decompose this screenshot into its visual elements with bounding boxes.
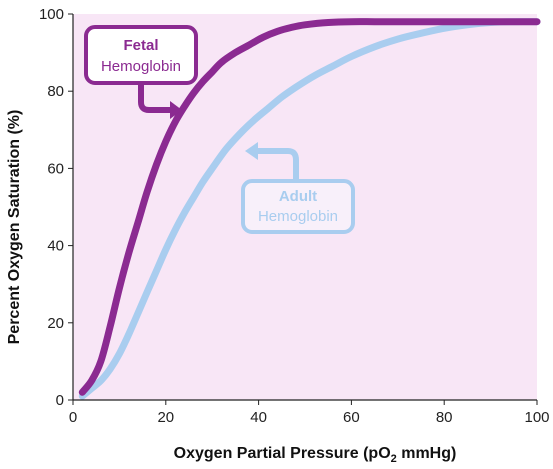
x-tick-label-60: 60 [343, 409, 360, 426]
y-tick-label-40: 40 [47, 238, 64, 255]
adult-arrow-shaft [253, 148, 299, 185]
y-tick-labels: 0 20 40 60 80 100 [39, 6, 64, 409]
adult-arrow-head [245, 142, 258, 160]
y-tick-label-20: 20 [47, 315, 64, 332]
x-tick-label-20: 20 [157, 409, 174, 426]
adult-hemoglobin-curve [78, 18, 541, 400]
fetal-hemoglobin-curve [78, 18, 541, 396]
x-axis-title: Oxygen Partial Pressure (pO2 mmHg) [174, 445, 457, 465]
fetal-label-line1: Fetal [123, 37, 158, 54]
fetal-arrow-head [170, 101, 182, 119]
curves [78, 18, 541, 400]
y-tick-label-100: 100 [39, 6, 64, 23]
annotations: Fetal Hemoglobin Adult Hemoglobin [84, 25, 355, 234]
adult-label-box [241, 179, 355, 234]
x-tick-label-100: 100 [524, 409, 549, 426]
fetal-arrow-shaft [138, 79, 175, 113]
adult-label-line1: Adult [279, 188, 317, 205]
axes [68, 13, 538, 405]
y-tick-label-60: 60 [47, 160, 64, 177]
y-axis-title: Percent Oxygen Saturation (%) [6, 110, 23, 345]
x-tick-labels: 0 20 40 60 80 100 [69, 409, 550, 426]
y-tick-label-0: 0 [56, 392, 64, 409]
x-tick-label-80: 80 [436, 409, 453, 426]
fetal-label-box [84, 25, 198, 85]
x-tick-label-40: 40 [250, 409, 267, 426]
x-tick-label-0: 0 [69, 409, 77, 426]
fetal-label-line2: Hemoglobin [101, 58, 181, 75]
adult-label-line2: Hemoglobin [258, 208, 338, 225]
y-tick-label-80: 80 [47, 83, 64, 100]
